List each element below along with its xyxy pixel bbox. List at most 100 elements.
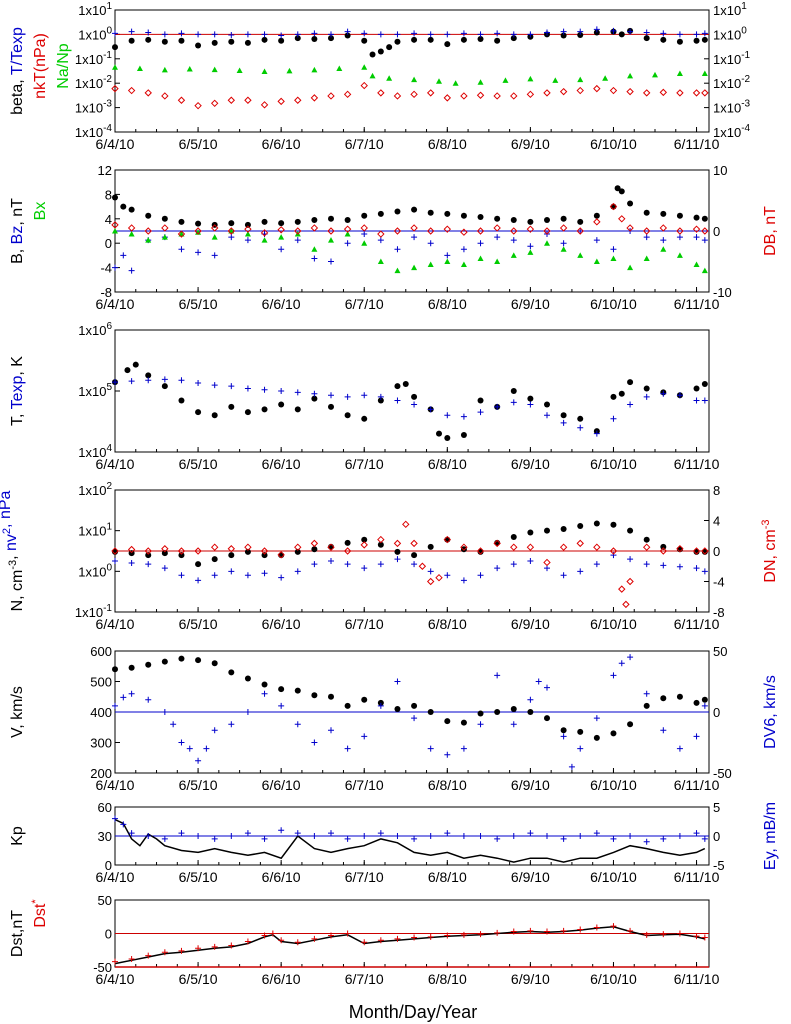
data-point	[652, 71, 658, 78]
data-point	[411, 76, 418, 83]
data-point	[311, 35, 318, 42]
data-point	[527, 75, 534, 82]
data-point	[411, 702, 418, 709]
data-point	[676, 31, 683, 38]
data-point	[177, 547, 186, 555]
x-tick-label: 6/6/10	[262, 869, 301, 885]
data-point	[294, 218, 301, 225]
data-point	[112, 379, 118, 386]
data-point	[622, 600, 630, 609]
data-point	[402, 520, 410, 529]
data-point	[227, 545, 236, 553]
data-point	[144, 227, 152, 235]
data-point	[228, 234, 235, 241]
x-tick-label: 6/10/10	[590, 296, 637, 312]
data-point	[228, 568, 235, 575]
data-point	[610, 835, 617, 842]
data-point	[244, 225, 252, 233]
data-point	[494, 835, 501, 842]
data-point	[260, 229, 269, 237]
data-point	[394, 383, 401, 390]
panel-4: 1x10-1 1x100 1x101 1x102 -8 -4 0 4 8 6/4/10 6/5/10…	[0, 481, 779, 632]
data-point	[460, 212, 467, 219]
data-point	[460, 261, 467, 268]
data-point	[211, 835, 218, 842]
data-point	[444, 932, 451, 939]
data-point	[411, 206, 418, 213]
data-point	[178, 397, 185, 404]
data-point	[627, 200, 634, 207]
right-y-tick-label: 10	[713, 163, 727, 178]
data-point	[510, 928, 517, 935]
y-axis-label: Dst,nT	[9, 910, 26, 957]
x-tick-label: 6/6/10	[262, 616, 301, 632]
y-tick-label: -4	[100, 261, 112, 276]
data-point	[394, 267, 401, 274]
y-tick-label: 1x101	[78, 522, 112, 539]
data-point	[377, 89, 385, 97]
y-tick-label: 1x10-4	[75, 123, 113, 140]
data-point	[394, 556, 401, 563]
data-point	[593, 218, 601, 226]
data-point	[627, 401, 634, 408]
right-y-tick-label: 1x10-1	[713, 50, 751, 67]
data-point	[327, 92, 335, 100]
data-point	[361, 212, 368, 219]
data-point	[161, 550, 168, 557]
data-point	[427, 543, 434, 550]
data-point	[277, 97, 285, 106]
x-tick-label: 6/5/10	[179, 136, 218, 152]
data-point	[693, 548, 700, 555]
data-point	[260, 547, 269, 555]
data-point	[510, 252, 517, 258]
data-point	[128, 690, 135, 697]
data-point	[477, 255, 484, 261]
data-point	[294, 721, 301, 728]
data-point	[643, 690, 650, 697]
data-point	[410, 224, 418, 232]
y-tick-label: 50	[98, 893, 112, 908]
data-point	[145, 952, 152, 959]
data-point	[228, 669, 235, 676]
data-point	[494, 215, 501, 222]
data-point	[261, 31, 268, 38]
x-tick-label: 6/5/10	[179, 971, 218, 987]
data-point	[577, 523, 584, 530]
data-point	[676, 745, 683, 752]
panel-7: -50 0 50 6/4/10 6/5/10 6/6/10 6/7/10 6/8/10 6/9/…	[9, 893, 720, 987]
data-point	[128, 28, 135, 35]
data-point	[510, 705, 517, 712]
data-point	[544, 833, 550, 839]
data-point	[577, 926, 584, 933]
data-point	[244, 31, 251, 38]
data-point	[377, 258, 384, 264]
data-point	[460, 931, 467, 938]
data-point	[144, 89, 152, 97]
data-point	[660, 246, 667, 252]
data-point	[112, 548, 118, 555]
data-point	[361, 415, 368, 422]
right-y-tick-label: 1x101	[713, 1, 747, 18]
data-point	[394, 208, 401, 215]
data-point	[427, 31, 434, 38]
y-tick-label: 8	[105, 187, 112, 202]
data-point	[344, 412, 351, 419]
y-axis-label: B, Bz, nT	[9, 198, 26, 264]
data-point	[494, 37, 501, 44]
data-point	[178, 30, 185, 37]
data-point	[444, 751, 451, 758]
data-point	[460, 92, 468, 100]
data-point	[444, 31, 451, 38]
data-point	[161, 658, 168, 665]
data-point	[244, 543, 252, 551]
x-tick-label: 6/11/10	[674, 971, 720, 987]
y-tick-label: -8	[100, 285, 112, 300]
data-point	[527, 557, 534, 564]
data-point	[195, 42, 202, 49]
y-tick-label: 60	[98, 800, 112, 815]
data-point	[494, 565, 501, 572]
data-point	[311, 395, 318, 402]
data-point	[610, 521, 617, 528]
data-point	[614, 185, 621, 192]
data-point	[194, 227, 202, 235]
